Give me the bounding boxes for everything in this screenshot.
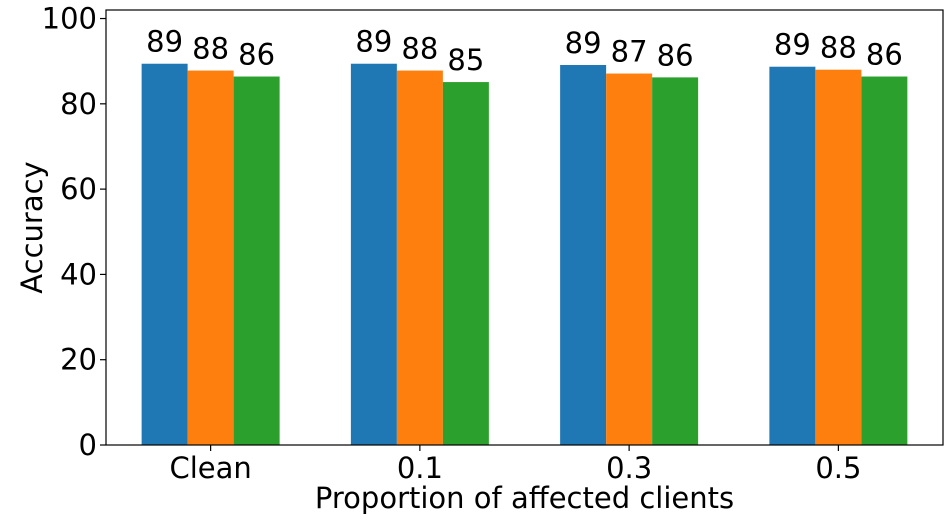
y-tick-label-0: 0 (79, 428, 97, 462)
y-tick-label-60: 60 (60, 172, 97, 206)
y-axis: 0 20 40 60 80 100 (42, 2, 106, 462)
bar-0_3-series-3 (652, 77, 699, 445)
data-label-0_1-series-3: 85 (447, 43, 484, 77)
y-tick-label-100: 100 (42, 2, 97, 36)
data-label-0_3-series-2: 87 (611, 35, 648, 69)
bar-Clean-series-3 (233, 76, 280, 445)
y-tick-label-40: 40 (60, 257, 97, 291)
data-label-0_5-series-2: 88 (820, 31, 857, 65)
data-label-Clean-series-3: 86 (238, 38, 275, 72)
bar-Clean-series-1 (141, 63, 188, 446)
bar-0_3-series-2 (606, 73, 653, 445)
bar-0_5-series-1 (769, 66, 816, 446)
bar-Clean-series-2 (187, 70, 234, 445)
x-tick-label-0_1: 0.1 (397, 451, 443, 485)
bar-0_5-series-2 (815, 69, 862, 446)
plot-area-frame (105, 9, 944, 446)
data-label-0_3-series-3: 86 (657, 38, 694, 72)
x-axis: Clean 0.1 0.3 0.5 (169, 445, 861, 485)
data-label-0_5-series-1: 89 (774, 28, 811, 62)
data-label-0_3-series-1: 89 (565, 26, 602, 60)
bar-0_3-series-1 (560, 65, 607, 445)
y-tick-label-20: 20 (60, 343, 97, 377)
bar-0_1-series-3 (442, 82, 489, 445)
data-label-Clean-series-1: 89 (146, 25, 183, 59)
x-tick-label-0_3: 0.3 (606, 451, 652, 485)
bar-0_5-series-3 (861, 76, 908, 445)
x-tick-label-0_5: 0.5 (815, 451, 861, 485)
bars (141, 63, 908, 446)
data-label-0_5-series-3: 86 (866, 38, 903, 72)
data-labels: 89 88 86 89 88 85 89 87 86 89 88 86 (146, 25, 903, 77)
x-axis-label: Proportion of affected clients (315, 481, 734, 515)
x-tick-label-Clean: Clean (169, 451, 251, 485)
data-label-0_1-series-2: 88 (401, 32, 438, 66)
data-label-Clean-series-2: 88 (192, 32, 229, 66)
y-tick-label-80: 80 (60, 87, 97, 121)
bar-0_1-series-2 (396, 70, 443, 445)
data-label-0_1-series-1: 89 (355, 25, 392, 59)
y-axis-label: Accuracy (15, 161, 49, 293)
bar-0_1-series-1 (350, 63, 397, 446)
